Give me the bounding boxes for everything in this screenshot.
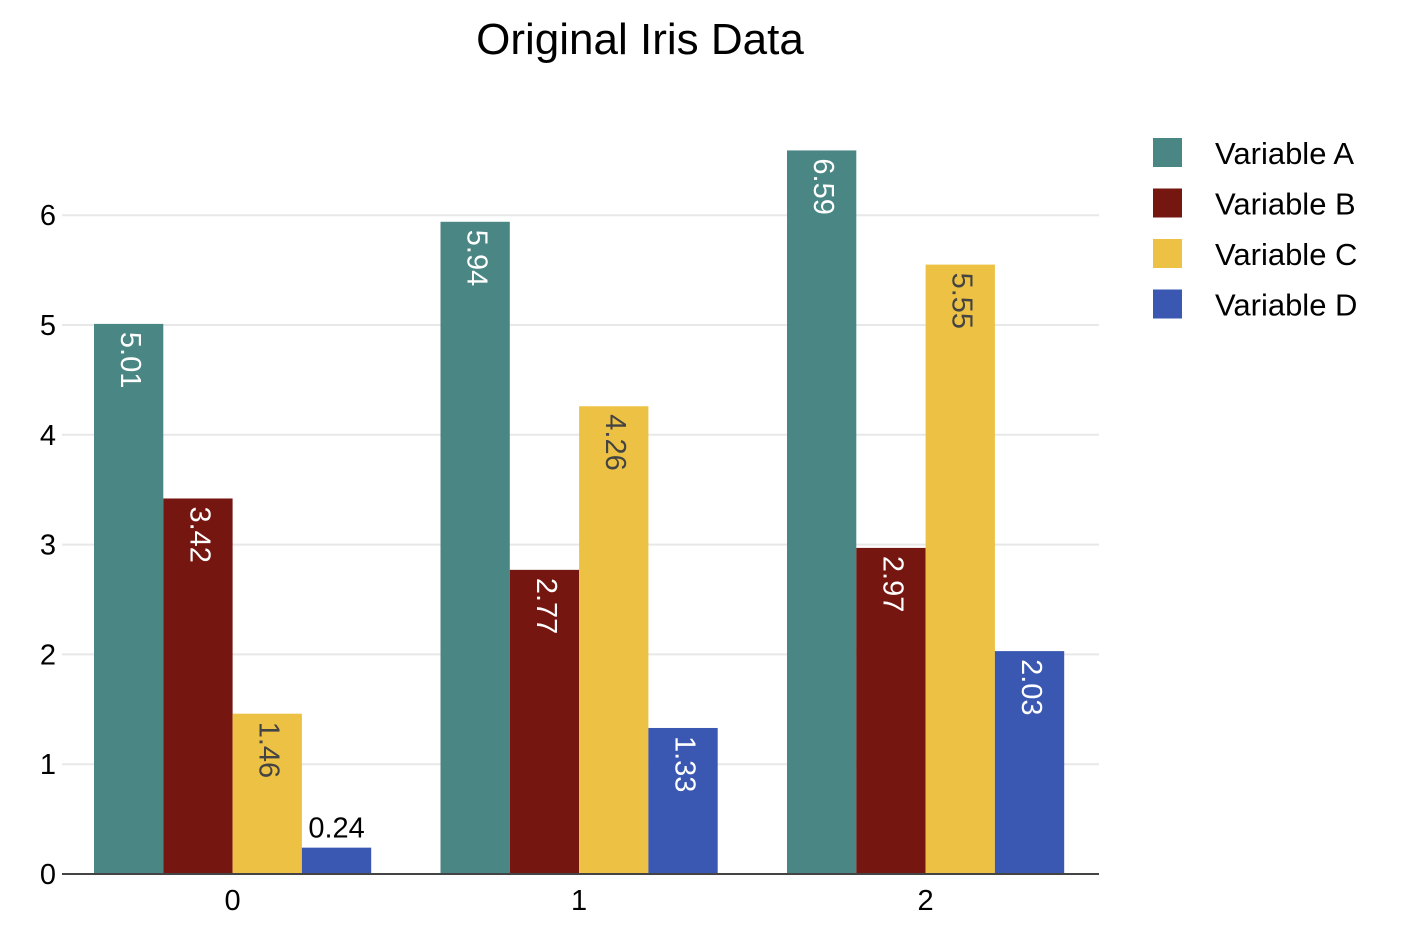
x-tick-label: 1 xyxy=(571,885,587,917)
bar xyxy=(509,569,580,874)
bar xyxy=(579,406,649,874)
y-tick-label: 5 xyxy=(40,310,56,342)
bar-data-label: 6.59 xyxy=(807,158,839,214)
legend-swatch xyxy=(1153,239,1182,268)
y-tick-label: 3 xyxy=(40,530,56,562)
bar xyxy=(787,150,857,875)
bar-data-label: 2.97 xyxy=(876,556,908,612)
bar-data-label: 5.01 xyxy=(114,332,146,388)
bar xyxy=(925,264,995,874)
legend-label: Variable D xyxy=(1215,288,1357,323)
bar-data-label: 1.33 xyxy=(668,736,700,792)
x-tick-label: 2 xyxy=(918,885,934,917)
bar-labels: 5.01 3.42 1.46 0.24 5.94 2.77 4.26 1.33 6.59 2.97… xyxy=(114,158,1047,844)
y-tick-label: 6 xyxy=(40,200,56,232)
bar-data-label: 2.77 xyxy=(530,578,562,634)
bar xyxy=(856,547,926,874)
bar-data-label: 0.24 xyxy=(308,813,364,845)
bar xyxy=(232,713,302,874)
legend-label: Variable A xyxy=(1215,136,1354,171)
bar xyxy=(94,323,164,875)
y-tick-label: 4 xyxy=(40,420,56,452)
legend-label: Variable B xyxy=(1215,187,1356,222)
bar xyxy=(440,221,510,875)
y-tick-label: 2 xyxy=(40,639,56,671)
y-tick-label: 0 xyxy=(40,859,56,891)
y-axis-ticks: 0 1 2 3 4 5 6 xyxy=(40,200,56,891)
bar-data-label: 4.26 xyxy=(599,414,631,470)
bar xyxy=(301,847,372,874)
bars xyxy=(94,150,1065,875)
bar-data-label: 3.42 xyxy=(183,506,215,562)
x-tick-label: 0 xyxy=(225,885,241,917)
bar xyxy=(163,498,233,874)
legend-swatch xyxy=(1153,138,1182,167)
bar-data-label: 1.46 xyxy=(253,722,285,778)
x-axis-ticks: 0 1 2 xyxy=(225,885,934,917)
bar-data-label: 5.94 xyxy=(460,230,492,286)
legend: Variable A Variable B Variable C Variable D xyxy=(1153,136,1357,323)
legend-swatch xyxy=(1153,188,1182,218)
legend-label: Variable C xyxy=(1215,237,1357,272)
bar-data-label: 5.55 xyxy=(946,273,978,329)
chart-title: Original Iris Data xyxy=(476,15,804,64)
bar xyxy=(994,651,1065,874)
bar xyxy=(648,727,718,874)
bar-data-label: 2.03 xyxy=(1015,659,1047,715)
y-tick-label: 1 xyxy=(40,749,56,781)
legend-swatch xyxy=(1153,289,1182,319)
